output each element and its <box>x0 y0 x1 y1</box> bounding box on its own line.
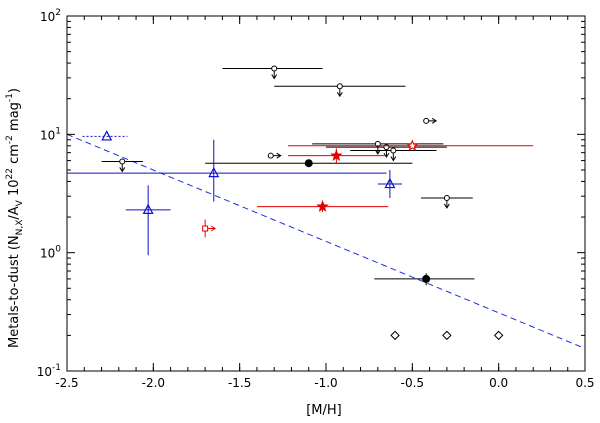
filled-star-marker <box>316 200 329 212</box>
filled-star-marker <box>330 149 343 161</box>
data-point <box>125 185 171 256</box>
data-point <box>267 152 282 159</box>
open-star-marker <box>406 139 419 152</box>
data-point <box>205 159 413 168</box>
data-point <box>288 148 385 164</box>
data-point <box>312 140 444 155</box>
y-axis-label: Metals-to-dust (NN,X/AV 1022 cm-2 mag-1) <box>5 88 25 348</box>
data-point <box>442 330 452 341</box>
open-circle-marker <box>336 83 343 90</box>
upper-limit-arrowhead <box>119 167 126 173</box>
data-point <box>420 194 473 209</box>
y-tick-label: 101 <box>40 126 61 142</box>
open-triangle-marker <box>101 130 113 141</box>
open-triangle-marker <box>142 203 154 214</box>
x-tick-label: 0.5 <box>575 376 594 390</box>
open-circle-marker <box>374 140 381 147</box>
open-circle-marker <box>390 147 397 154</box>
open-triangle-marker <box>208 166 220 178</box>
data-points <box>67 65 534 341</box>
data-point <box>493 330 504 341</box>
open-circle-marker <box>267 152 274 159</box>
fit-line-layer <box>66 133 586 349</box>
plot-frame <box>66 15 586 372</box>
data-point <box>377 169 402 198</box>
upper-limit-arrowhead <box>390 156 397 162</box>
data-point <box>82 130 128 141</box>
filled-circle-marker <box>422 274 431 283</box>
open-diamond-marker <box>442 330 452 341</box>
data-point <box>288 139 534 152</box>
open-triangle-marker <box>384 177 396 189</box>
data-point <box>374 273 475 286</box>
tick-labels: -2.5 -2.0 -1.5 -1.0 -0.5 0.0 0.5 10-1 100 101 102 <box>37 8 595 390</box>
open-circle-marker <box>119 158 126 165</box>
data-point <box>423 117 438 124</box>
data-point <box>67 139 387 202</box>
y-tick-label: 100 <box>40 245 61 261</box>
x-axis-label: [M/H] <box>306 403 342 418</box>
x-tick-label: -0.5 <box>401 376 424 390</box>
open-circle-marker <box>423 117 430 124</box>
open-circle-marker <box>443 194 450 201</box>
data-point <box>222 65 323 80</box>
fit-line <box>66 133 586 349</box>
x-tick-label: -1.0 <box>314 376 337 390</box>
x-tick-label: 0.0 <box>489 376 508 390</box>
upper-limit-arrowhead <box>443 203 450 209</box>
open-square-marker <box>202 225 209 232</box>
x-tick-label: -2.5 <box>55 376 78 390</box>
data-point <box>274 83 406 98</box>
open-diamond-marker <box>390 330 400 341</box>
y-tick-label: 102 <box>40 8 61 24</box>
lower-limit-arrowhead <box>276 152 282 159</box>
upper-limit-arrowhead <box>336 91 343 98</box>
data-point <box>390 330 400 341</box>
open-circle-marker <box>271 65 278 72</box>
filled-circle-marker <box>304 159 313 168</box>
x-tick-label: -2.0 <box>142 376 165 390</box>
y-tick-label: 10-1 <box>37 363 61 379</box>
upper-limit-arrowhead <box>271 74 278 80</box>
upper-limit-arrowhead <box>374 149 381 155</box>
lower-limit-arrowhead <box>210 225 217 232</box>
data-point <box>202 219 217 238</box>
open-diamond-marker <box>493 330 504 341</box>
x-tick-label: -1.5 <box>228 376 251 390</box>
data-point <box>256 200 389 213</box>
data-point <box>101 158 143 173</box>
data-point <box>350 147 437 162</box>
upper-limit-arrowhead <box>383 152 390 159</box>
lower-limit-arrowhead <box>431 117 438 124</box>
axes <box>66 15 586 372</box>
